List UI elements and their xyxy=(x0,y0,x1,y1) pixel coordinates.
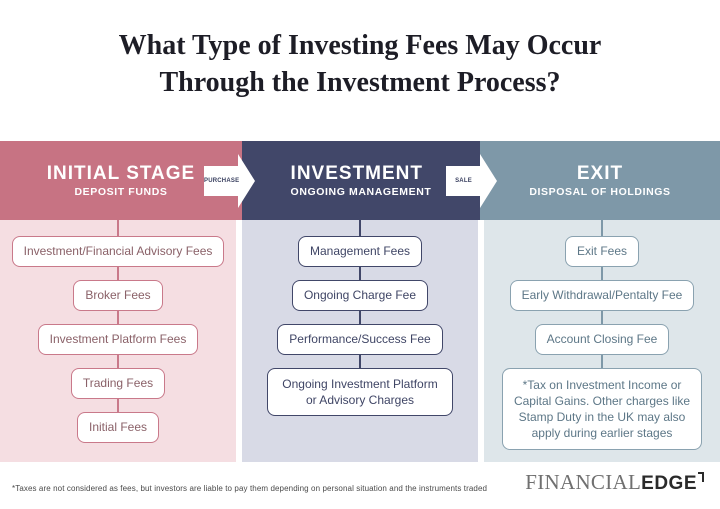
column-exit: Exit Fees Early Withdrawal/Pentalty Fee … xyxy=(484,220,720,462)
stage-name-investment: INVESTMENT xyxy=(290,163,423,184)
stage-header-bands: INITIAL STAGE DEPOSIT FUNDS INVESTMENT O… xyxy=(0,141,720,220)
fee-box: Account Closing Fee xyxy=(534,324,670,355)
stage-band-exit-labels: EXIT DISPOSAL OF HOLDINGS xyxy=(529,163,670,198)
logo-word-edge: EDGE xyxy=(641,473,697,494)
page-title-line2: Through the Investment Process? xyxy=(159,67,561,98)
logo-word-financial: FINANCIAL xyxy=(525,470,642,494)
fee-box: Investment/Financial Advisory Fees xyxy=(11,236,225,267)
stage-columns: Investment/Financial Advisory Fees Broke… xyxy=(0,220,720,462)
stage-band-investment: INVESTMENT ONGOING MANAGEMENT xyxy=(242,141,480,220)
footer: *Taxes are not considered as fees, but i… xyxy=(0,462,720,509)
fee-box: Early Withdrawal/Pentalty Fee xyxy=(509,280,695,311)
fee-box: Investment Platform Fees xyxy=(37,324,199,355)
stage-band-investment-labels: INVESTMENT ONGOING MANAGEMENT xyxy=(291,163,432,198)
column-investment: Management Fees Ongoing Charge Fee Perfo… xyxy=(242,220,478,462)
sale-arrow-label: SALE xyxy=(455,178,472,184)
fee-box: Initial Fees xyxy=(76,412,160,443)
stage-name-exit: EXIT xyxy=(576,163,624,184)
logo-corner-icon xyxy=(698,472,704,482)
column-initial-stage: Investment/Financial Advisory Fees Broke… xyxy=(0,220,236,462)
page-title: What Type of Investing Fees May Occur Th… xyxy=(0,0,720,141)
footnote-text: *Taxes are not considered as fees, but i… xyxy=(12,484,488,493)
tax-note-box: *Tax on Investment Income or Capital Gai… xyxy=(502,368,702,450)
stage-band-exit: EXIT DISPOSAL OF HOLDINGS xyxy=(480,141,720,220)
fee-box: Exit Fees xyxy=(564,236,639,267)
fee-box: Management Fees xyxy=(297,236,423,267)
financial-edge-logo: FINANCIAL EDGE xyxy=(525,470,704,495)
stage-subtitle-exit: DISPOSAL OF HOLDINGS xyxy=(529,186,671,198)
page-title-line1: What Type of Investing Fees May Occur xyxy=(118,30,602,61)
stage-name-initial: INITIAL STAGE xyxy=(46,163,196,184)
connector-line-initial xyxy=(117,220,119,420)
fee-box: Ongoing Charge Fee xyxy=(291,280,429,311)
fee-box: Trading Fees xyxy=(70,368,166,399)
purchase-arrow-label: PURCHASE xyxy=(204,178,240,184)
stage-band-initial-labels: INITIAL STAGE DEPOSIT FUNDS xyxy=(47,163,195,198)
fee-box: Ongoing Investment Platform or Advisory … xyxy=(267,368,453,416)
stage-subtitle-initial: DEPOSIT FUNDS xyxy=(74,186,168,198)
stage-subtitle-investment: ONGOING MANAGEMENT xyxy=(290,186,432,198)
stage-band-initial: INITIAL STAGE DEPOSIT FUNDS xyxy=(0,141,242,220)
purchase-arrow-icon: PURCHASE xyxy=(204,153,256,209)
fee-box: Performance/Success Fee xyxy=(277,324,443,355)
fee-box: Broker Fees xyxy=(73,280,163,311)
sale-arrow-icon: SALE xyxy=(446,153,498,209)
